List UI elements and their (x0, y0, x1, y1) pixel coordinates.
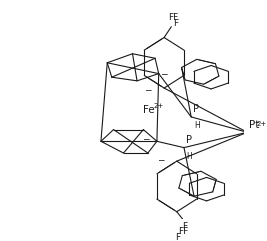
Text: F: F (173, 20, 178, 28)
Text: Fe: Fe (143, 105, 155, 115)
Text: F: F (182, 222, 187, 231)
Text: P: P (193, 104, 199, 114)
Text: 2+: 2+ (154, 103, 164, 109)
Text: FF: FF (179, 227, 189, 236)
Text: 2+: 2+ (257, 121, 267, 127)
Text: −: − (157, 155, 164, 164)
Text: H: H (194, 121, 200, 130)
Text: −: − (142, 134, 150, 143)
Text: P: P (186, 135, 192, 145)
Text: Pt: Pt (249, 120, 259, 130)
Text: H: H (187, 152, 193, 161)
Text: F: F (175, 233, 180, 241)
Text: −: − (144, 85, 152, 94)
Text: FF: FF (168, 13, 178, 22)
Text: −: − (160, 69, 168, 78)
